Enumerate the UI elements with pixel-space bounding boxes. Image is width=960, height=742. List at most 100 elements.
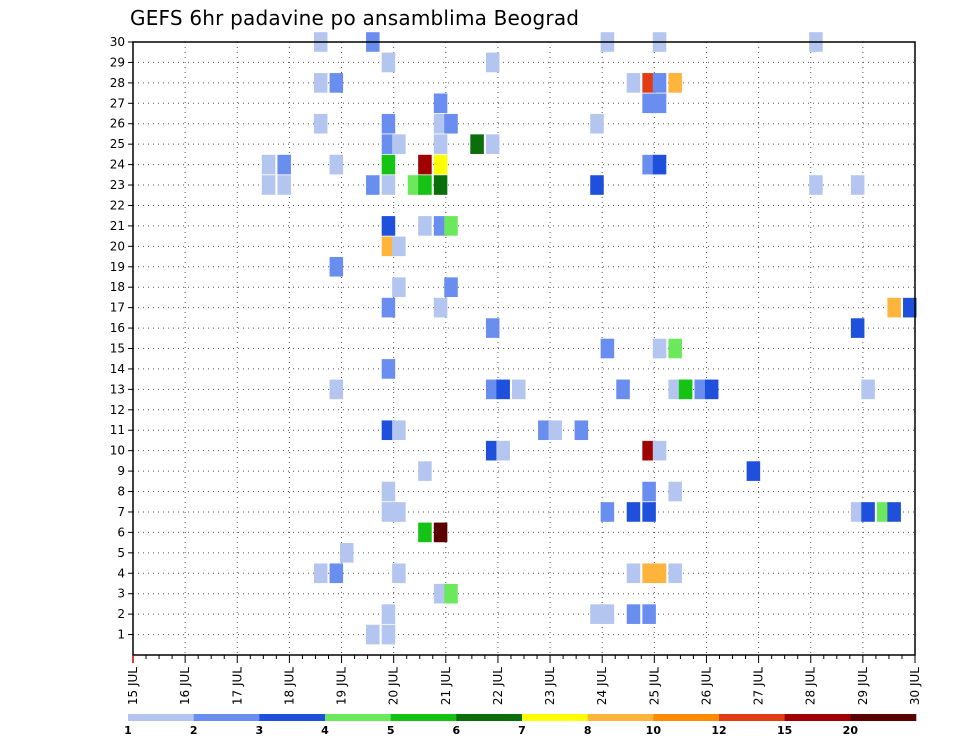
x-tick-label: 26 JUL [699, 667, 713, 705]
y-tick-label: 30 [110, 35, 125, 49]
y-tick-label: 15 [110, 342, 125, 356]
heatmap-cell [433, 583, 448, 604]
heatmap-cell [381, 154, 396, 175]
x-tick-label: 25 JUL [647, 667, 661, 705]
heatmap-cell [496, 379, 510, 400]
heatmap-cell [485, 52, 500, 73]
heatmap-cell [381, 134, 396, 154]
heatmap-cell [485, 440, 500, 461]
heatmap-cell [590, 604, 604, 624]
heatmap-cell [381, 297, 396, 318]
heatmap-cell [444, 216, 458, 236]
heatmap-cell [678, 379, 693, 400]
x-tick-label: 30 JUL [908, 667, 922, 705]
heatmap-cell [512, 379, 526, 400]
y-tick-label: 19 [110, 260, 125, 274]
y-tick-label: 10 [110, 444, 125, 458]
heatmap-cell [668, 481, 682, 502]
x-tick-label: 28 JUL [804, 667, 818, 705]
legend-swatch [193, 714, 260, 721]
y-tick-label: 1 [117, 628, 125, 642]
heatmap-cell [652, 338, 667, 359]
heatmap-cell [861, 379, 875, 400]
y-tick-label: 28 [110, 76, 125, 90]
heatmap-cell [642, 154, 656, 175]
heatmap-cell [485, 379, 500, 400]
heatmap-cell [642, 93, 656, 114]
heatmap-cell [444, 583, 458, 604]
heatmap-cell [277, 154, 291, 175]
legend-label: 6 [453, 724, 461, 737]
heatmap-cell [433, 175, 448, 195]
legend-label: 15 [777, 724, 792, 737]
legend-label: 7 [518, 724, 526, 737]
legend-swatch [128, 714, 194, 721]
heatmap-cell [887, 297, 901, 318]
x-tick-label: 22 JUL [491, 667, 505, 705]
y-tick-label: 4 [117, 566, 125, 580]
heatmap-cell [600, 338, 615, 359]
heatmap-cell [809, 175, 823, 195]
heatmap-cell [642, 563, 656, 584]
y-tick-label: 7 [117, 505, 125, 519]
grid-lines [133, 41, 915, 655]
heatmap-cell [329, 379, 344, 400]
heatmap-cell [626, 563, 641, 584]
heatmap-cell [392, 420, 406, 441]
heatmap-cell [668, 338, 682, 359]
legend-swatch [653, 714, 720, 721]
heatmap-cell [574, 420, 589, 441]
heatmap-cell [329, 73, 344, 93]
heatmap-cell [381, 52, 396, 73]
heatmap-cell [366, 624, 380, 645]
y-tick-label: 13 [110, 382, 125, 396]
y-tick-label: 18 [110, 280, 125, 294]
x-tick-label: 20 JUL [387, 667, 401, 705]
y-tick-label: 16 [110, 321, 125, 335]
data-cells [261, 32, 917, 645]
heatmap-cell [381, 481, 396, 502]
legend-label: 5 [387, 724, 395, 737]
x-tick-label: 27 JUL [752, 667, 766, 705]
heatmap-cell [485, 318, 500, 338]
y-tick-label: 9 [117, 464, 125, 478]
heatmap-cell [433, 154, 448, 175]
legend-swatch [850, 714, 917, 721]
x-tick-label: 23 JUL [543, 667, 557, 705]
heatmap-cell [668, 73, 682, 93]
heatmap-cell [433, 113, 448, 134]
heatmap-cell [642, 481, 656, 502]
heatmap-cell [850, 175, 865, 195]
heatmap-cell [444, 113, 458, 134]
x-tick-label: 19 JUL [335, 667, 349, 705]
y-tick-label: 11 [110, 423, 125, 437]
x-axis: 15 JUL 16 JUL 17 JUL 18 JUL 19 JUL 20 JUL 21 J… [126, 655, 922, 705]
heatmap-cell [407, 175, 422, 195]
legend-label: 20 [843, 724, 859, 737]
legend-label: 2 [190, 724, 198, 737]
heatmap-cell [418, 175, 432, 195]
legend-swatch [325, 714, 391, 721]
heatmap-cell [392, 563, 406, 584]
heatmap-cell [652, 563, 667, 584]
heatmap-cell [538, 420, 552, 441]
heatmap-cell [433, 93, 448, 114]
heatmap-cell [418, 216, 432, 236]
heatmap-cell [642, 604, 656, 624]
legend-swatch [390, 714, 457, 721]
heatmap-cell [381, 359, 396, 379]
heatmap-cell [626, 604, 641, 624]
y-tick-label: 29 [110, 55, 125, 69]
y-tick-label: 17 [110, 301, 125, 315]
heatmap-cell [433, 134, 448, 154]
heatmap-cell [496, 440, 510, 461]
y-tick-label: 12 [110, 403, 125, 417]
x-tick-label: 24 JUL [595, 667, 609, 705]
heatmap-cell [418, 154, 432, 175]
heatmap-cell [418, 522, 432, 543]
y-tick-label: 2 [117, 607, 125, 621]
heatmap-cell [392, 502, 406, 522]
y-tick-label: 27 [110, 96, 125, 110]
heatmap-cell [903, 297, 917, 318]
